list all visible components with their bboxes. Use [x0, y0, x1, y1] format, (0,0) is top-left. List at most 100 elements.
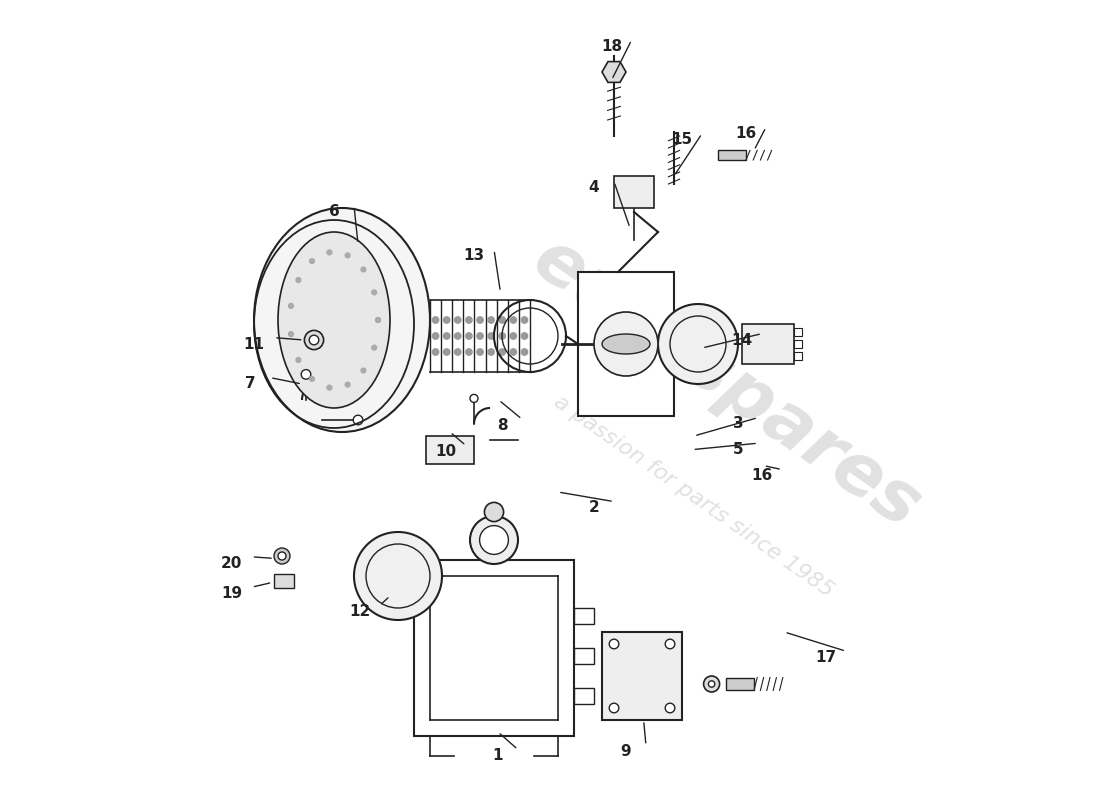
Bar: [794, 340, 802, 348]
Circle shape: [309, 377, 315, 382]
Circle shape: [499, 349, 505, 355]
Text: 4: 4: [588, 181, 600, 195]
Bar: [574, 648, 594, 664]
Circle shape: [470, 516, 518, 564]
Circle shape: [521, 317, 528, 323]
Circle shape: [296, 278, 300, 282]
Text: eurospares: eurospares: [519, 225, 933, 543]
Bar: [718, 150, 746, 160]
Text: a passion for parts since 1985: a passion for parts since 1985: [550, 391, 837, 601]
Bar: [574, 688, 594, 704]
Text: 13: 13: [463, 249, 485, 263]
Text: 18: 18: [601, 39, 623, 54]
Circle shape: [327, 250, 332, 254]
Bar: [426, 436, 474, 464]
Circle shape: [488, 349, 494, 355]
Circle shape: [480, 526, 508, 554]
Circle shape: [432, 317, 439, 323]
Circle shape: [465, 317, 472, 323]
Circle shape: [499, 317, 505, 323]
Text: 5: 5: [733, 442, 744, 457]
Text: 9: 9: [620, 745, 631, 759]
Circle shape: [305, 330, 323, 350]
Circle shape: [309, 258, 315, 263]
Text: 15: 15: [671, 133, 693, 147]
Text: 2: 2: [588, 501, 600, 515]
Text: 1: 1: [493, 749, 504, 763]
Circle shape: [454, 317, 461, 323]
Circle shape: [510, 317, 517, 323]
Circle shape: [488, 317, 494, 323]
Text: 7: 7: [244, 377, 255, 391]
Circle shape: [278, 552, 286, 560]
Bar: [574, 608, 594, 624]
Circle shape: [666, 703, 674, 713]
Circle shape: [288, 303, 294, 308]
Circle shape: [666, 639, 674, 649]
Circle shape: [353, 415, 363, 425]
Bar: [274, 574, 294, 588]
Circle shape: [510, 333, 517, 339]
Text: 3: 3: [733, 417, 744, 431]
Text: 16: 16: [751, 469, 772, 483]
Circle shape: [708, 681, 715, 687]
Circle shape: [443, 317, 450, 323]
Circle shape: [609, 703, 619, 713]
Circle shape: [296, 358, 300, 362]
Circle shape: [470, 394, 478, 402]
Ellipse shape: [254, 208, 430, 432]
Circle shape: [361, 368, 366, 373]
Circle shape: [454, 349, 461, 355]
Text: 14: 14: [732, 333, 752, 347]
Text: 8: 8: [497, 418, 507, 433]
Bar: [794, 352, 802, 360]
Circle shape: [372, 346, 376, 350]
Circle shape: [309, 335, 319, 345]
Circle shape: [443, 349, 450, 355]
Text: 10: 10: [436, 445, 456, 459]
FancyBboxPatch shape: [578, 272, 674, 416]
Text: 20: 20: [221, 556, 242, 570]
Ellipse shape: [278, 232, 390, 408]
Circle shape: [476, 349, 483, 355]
Circle shape: [465, 333, 472, 339]
Circle shape: [301, 370, 311, 379]
Circle shape: [658, 304, 738, 384]
Circle shape: [704, 676, 719, 692]
Circle shape: [521, 349, 528, 355]
Circle shape: [327, 386, 332, 390]
Ellipse shape: [602, 334, 650, 354]
Circle shape: [499, 333, 505, 339]
Text: 11: 11: [243, 337, 264, 351]
Circle shape: [465, 349, 472, 355]
Circle shape: [488, 333, 494, 339]
Text: 17: 17: [815, 650, 837, 665]
Circle shape: [594, 312, 658, 376]
Circle shape: [484, 502, 504, 522]
Bar: [742, 324, 794, 364]
Polygon shape: [602, 62, 626, 82]
Bar: [726, 678, 754, 690]
Circle shape: [361, 267, 366, 272]
Text: 19: 19: [221, 586, 242, 601]
Circle shape: [609, 639, 619, 649]
Circle shape: [521, 333, 528, 339]
Circle shape: [454, 333, 461, 339]
Circle shape: [432, 333, 439, 339]
Bar: [794, 328, 802, 336]
Circle shape: [345, 382, 350, 387]
Circle shape: [476, 317, 483, 323]
Circle shape: [345, 253, 350, 258]
Bar: [614, 176, 654, 208]
Circle shape: [375, 318, 381, 322]
Circle shape: [476, 333, 483, 339]
Circle shape: [375, 318, 381, 322]
Circle shape: [372, 290, 376, 294]
Circle shape: [274, 548, 290, 564]
Text: 6: 6: [329, 205, 340, 219]
FancyBboxPatch shape: [602, 632, 682, 720]
Text: 12: 12: [349, 605, 371, 619]
Circle shape: [443, 333, 450, 339]
Circle shape: [288, 332, 294, 337]
Circle shape: [354, 532, 442, 620]
